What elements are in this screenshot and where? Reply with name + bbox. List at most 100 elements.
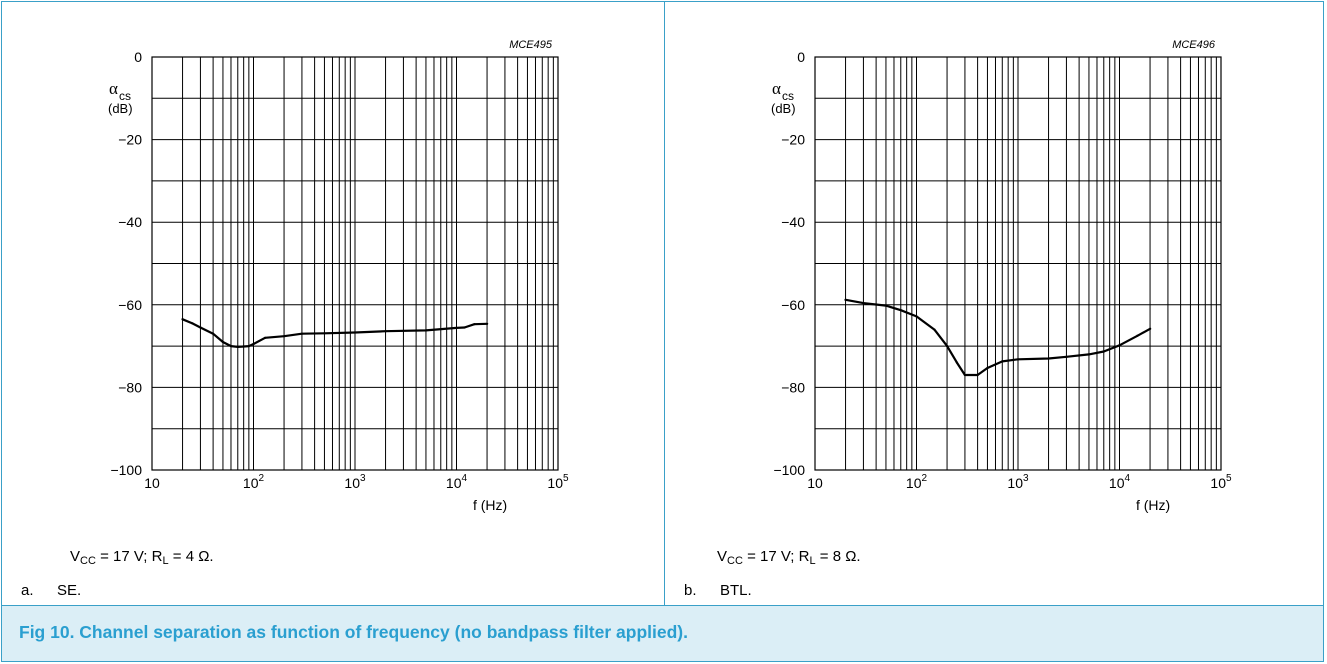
caption-divider [1, 605, 1324, 606]
data-point [221, 340, 225, 344]
data-point [252, 342, 255, 346]
data-point [353, 331, 357, 334]
x-tick-label: 104 [1109, 473, 1131, 491]
y-tick-label: −60 [118, 297, 142, 313]
data-point [212, 332, 215, 335]
y-tick-label: −40 [781, 214, 805, 230]
data-point [199, 326, 202, 329]
x-tick-label: 103 [1007, 473, 1029, 491]
sublabel-text-b: BTL. [720, 582, 752, 599]
rl-symbol: R [151, 548, 163, 565]
data-point [473, 323, 476, 326]
series-line [181, 318, 489, 348]
data-point [323, 332, 326, 335]
y-axis-subscript: cs [782, 89, 794, 103]
data-point [242, 345, 245, 348]
data-point [1102, 350, 1105, 353]
sublabel-b: b. BTL. [684, 582, 752, 599]
figure-caption: Fig 10. Channel separation as function o… [19, 622, 688, 642]
data-point [933, 328, 936, 331]
x-tick-label: 104 [446, 473, 468, 491]
plot-frame [151, 56, 559, 471]
panel-a: 0 −20 −40 −60 −80 −100 10 102 103 104 105 MCE495 α cs… [2, 0, 665, 605]
data-point [485, 322, 489, 325]
x-tick-label: 102 [906, 473, 928, 491]
panel-b: 0 −20 −40 −60 −80 −100 10 102 103 104 105 MCE496 α cs… [665, 0, 1327, 605]
x-tick-label: 105 [1210, 473, 1232, 491]
chart-id-label: MCE495 [509, 39, 553, 51]
plot-frame [814, 56, 1222, 471]
y-tick-label: −20 [781, 132, 805, 148]
vcc-value: = 17 V; [95, 548, 152, 565]
rl-symbol: R [798, 548, 810, 565]
rl-subscript: L [162, 555, 169, 567]
data-point [455, 326, 458, 330]
data-point [1016, 358, 1020, 361]
data-point [282, 335, 286, 338]
y-tick-label: −60 [781, 297, 805, 313]
x-axis-label: f (Hz) [473, 497, 507, 513]
x-tick-label: 102 [243, 473, 265, 491]
y-tick-label: 0 [134, 49, 142, 65]
y-axis-subscript: cs [119, 89, 131, 103]
y-axis-symbol: α [772, 79, 781, 98]
data-point [463, 326, 466, 329]
y-tick-label: −100 [773, 462, 805, 478]
chart-id-label: MCE496 [1172, 39, 1216, 51]
vcc-value: = 17 V; [742, 548, 799, 565]
data-point [955, 361, 958, 364]
rl-value: = 4 Ω. [168, 548, 214, 565]
data-point [236, 345, 239, 349]
data-point [899, 309, 902, 312]
data-point [976, 373, 979, 377]
x-tick-label: 10 [807, 475, 823, 491]
y-axis-unit: (dB) [108, 101, 133, 116]
y-tick-label: −40 [118, 214, 142, 230]
x-tick-label: 103 [344, 473, 366, 491]
rl-subscript: L [809, 555, 816, 567]
y-tick-label: −100 [110, 462, 142, 478]
rl-value: = 8 Ω. [815, 548, 861, 565]
data-point [191, 322, 194, 325]
data-point [986, 366, 989, 370]
data-point [229, 345, 233, 348]
y-tick-label: −80 [781, 379, 805, 395]
data-point [247, 345, 250, 348]
data-point [945, 345, 949, 348]
data-point [300, 332, 304, 335]
vcc-subscript: CC [80, 555, 96, 567]
data-point [1065, 355, 1068, 358]
condition-text-b: VCC = 17 V; RL = 8 Ω. [717, 548, 861, 567]
data-point [884, 304, 888, 307]
caption-bar [2, 606, 1323, 661]
vcc-symbol: V [70, 548, 81, 565]
data-point [1001, 360, 1004, 363]
data-point [384, 330, 387, 333]
y-tick-label: −80 [118, 379, 142, 395]
data-point [1118, 344, 1121, 347]
data-point [181, 318, 184, 321]
y-tick-label: −20 [118, 132, 142, 148]
x-axis-label: f (Hz) [1136, 497, 1170, 513]
y-axis-symbol: α [109, 79, 118, 98]
x-tick-label: 10 [144, 475, 160, 491]
data-point [1148, 327, 1152, 330]
vcc-subscript: CC [727, 555, 743, 567]
data-point [1136, 334, 1139, 337]
y-tick-label: 0 [797, 49, 805, 65]
condition-text-a: VCC = 17 V; RL = 4 Ω. [70, 548, 214, 567]
series-line [844, 298, 1152, 377]
data-point [963, 373, 967, 377]
data-point [1047, 357, 1050, 360]
y-axis-unit: (dB) [771, 101, 796, 116]
data-point [1087, 353, 1091, 356]
panel-divider [664, 1, 665, 605]
data-point [263, 336, 267, 339]
data-point [424, 329, 428, 332]
data-point [862, 302, 865, 305]
